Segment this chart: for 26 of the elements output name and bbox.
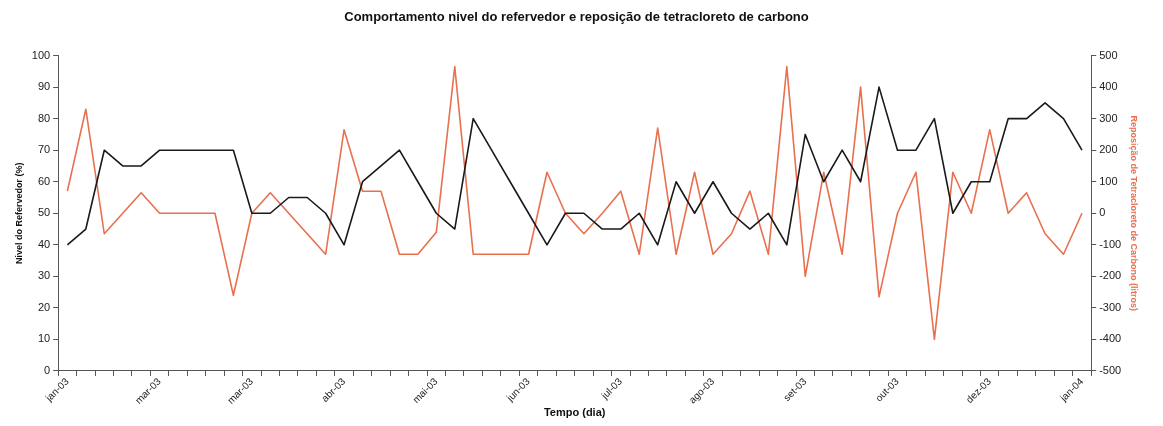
- y2-tick-label: -100: [1099, 237, 1122, 250]
- y-tick-label: 90: [37, 80, 51, 93]
- chart-title: Comportamento nivel do refervedor e reposição de tetracloreto de carbono: [344, 9, 809, 25]
- y-tick-label: 20: [37, 300, 51, 313]
- x-axis-title: Tempo (dia): [543, 406, 606, 419]
- y2-tick-label: 0: [1099, 206, 1106, 219]
- y-tick-label: 70: [37, 143, 51, 156]
- y2-tick-label: -300: [1099, 300, 1122, 313]
- y-axis-title: Nivel do Refervedor (%): [13, 162, 24, 265]
- y2-axis-title: Reposição de Tetracloreto de Carbono (litros): [1129, 115, 1140, 311]
- y2-tick-label: -200: [1099, 269, 1122, 282]
- y-tick-label: 100: [31, 48, 51, 61]
- y-tick-label: 30: [37, 269, 51, 282]
- y2-tick-label: 100: [1099, 174, 1118, 187]
- y-tick-label: 50: [37, 206, 51, 219]
- y2-tick-label: -500: [1099, 363, 1122, 376]
- y2-tick-label: 300: [1099, 111, 1118, 124]
- y2-tick-label: 500: [1099, 48, 1118, 61]
- y-tick-label: 10: [37, 332, 51, 345]
- y2-tick-label: 400: [1099, 80, 1118, 93]
- y-tick-label: 0: [44, 363, 51, 376]
- y2-tick-label: -400: [1099, 332, 1122, 345]
- y2-tick-label: 200: [1099, 143, 1118, 156]
- y-tick-label: 80: [37, 111, 51, 124]
- y-tick-label: 60: [37, 174, 51, 187]
- y-tick-label: 40: [37, 237, 51, 250]
